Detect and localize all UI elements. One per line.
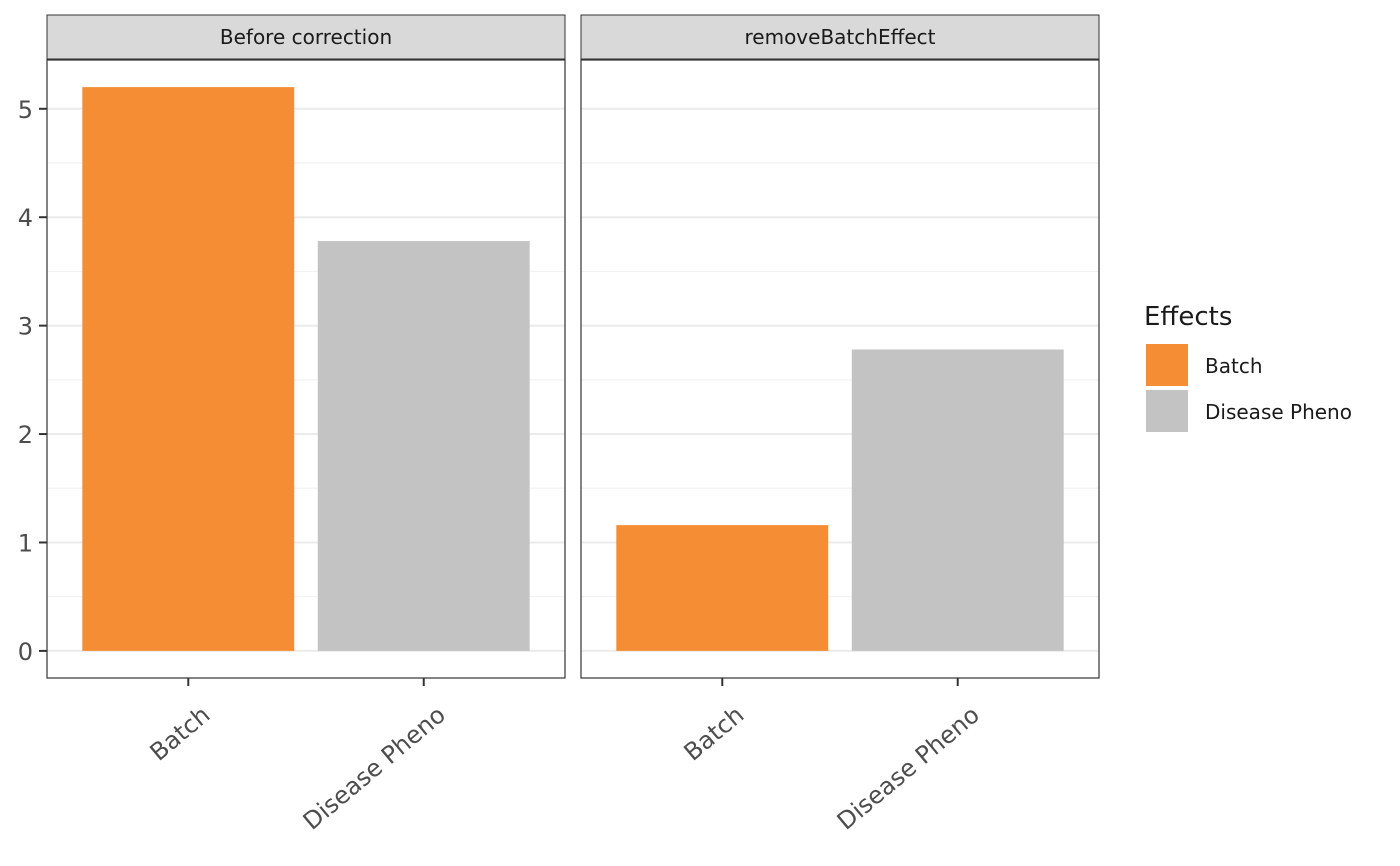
facet-strip-label: removeBatchEffect — [745, 25, 936, 49]
x-tick-label: Batch — [679, 701, 750, 767]
legend-label-batch: Batch — [1205, 354, 1263, 378]
facet-strip — [580, 14, 1100, 60]
bar-disease-pheno — [317, 241, 530, 651]
panel-bars — [82, 87, 530, 651]
facet-strip — [46, 14, 566, 60]
legend-key-batch — [1146, 344, 1188, 386]
y-axis: 0 1 2 3 4 5 — [18, 96, 47, 666]
x-axis: Batch Disease Pheno — [145, 678, 451, 835]
bar-batch — [616, 525, 829, 651]
facet-strip-label: Before correction — [220, 25, 392, 49]
y-tick-label: 1 — [18, 529, 33, 557]
panel-border — [580, 59, 1100, 679]
x-tick-label: Disease Pheno — [832, 701, 985, 836]
facet-remove-batch-effect: removeBatchEffect Batch Disease Pheno — [580, 14, 1100, 835]
y-tick-label: 3 — [18, 313, 33, 341]
legend: Effects Batch Disease Pheno — [1144, 302, 1352, 432]
legend-key-disease-pheno — [1146, 390, 1188, 432]
facet-before-correction: Before correction Batch Disease Pheno — [46, 14, 566, 835]
legend-title: Effects — [1144, 302, 1232, 332]
y-tick-label: 4 — [18, 204, 33, 232]
bar-disease-pheno — [851, 349, 1064, 651]
x-tick-label: Disease Pheno — [298, 701, 451, 836]
panel-bars — [616, 349, 1064, 651]
x-axis: Batch Disease Pheno — [679, 678, 985, 835]
y-tick-label: 5 — [18, 96, 33, 124]
bar-batch — [82, 87, 295, 651]
y-tick-label: 2 — [18, 421, 33, 449]
y-tick-label: 0 — [18, 638, 33, 666]
x-tick-label: Batch — [145, 701, 216, 767]
legend-label-disease-pheno: Disease Pheno — [1205, 400, 1352, 424]
panel-border — [46, 59, 566, 679]
